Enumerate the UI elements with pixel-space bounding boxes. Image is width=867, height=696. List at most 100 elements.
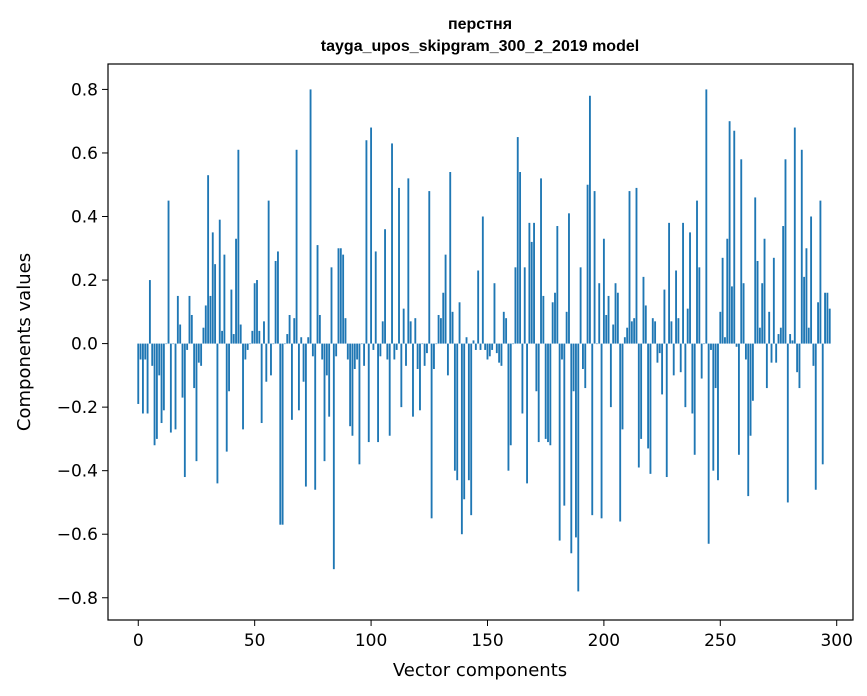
y-tick-label: 0.0 (71, 335, 98, 355)
bar-296 (826, 292, 829, 344)
y-axis-label: Components values (14, 253, 35, 431)
bar-18 (179, 324, 182, 344)
bar-180 (556, 226, 559, 344)
bar-13 (167, 200, 170, 344)
chart-subtitle: tayga_upos_skipgram_300_2_2019 model (321, 38, 639, 55)
bar-128 (435, 343, 438, 345)
bar-96 (360, 343, 363, 345)
bar-266 (756, 260, 759, 344)
bar-194 (588, 95, 591, 344)
bar-20 (183, 343, 186, 478)
bar-123 (423, 343, 426, 366)
bar-286 (803, 276, 806, 344)
bar-284 (798, 343, 801, 389)
bar-250 (719, 311, 722, 344)
bar-98 (365, 140, 368, 344)
bar-193 (586, 184, 589, 344)
bar-92 (351, 343, 354, 436)
bar-198 (598, 283, 601, 344)
bar-175 (544, 343, 547, 439)
bar-241 (698, 267, 701, 344)
bar-173 (540, 178, 542, 344)
bar-244 (705, 89, 708, 344)
bar-59 (274, 260, 277, 344)
bar-186 (570, 343, 573, 554)
bar-273 (772, 257, 775, 344)
x-tick-label: 50 (244, 631, 266, 651)
bar-48 (249, 343, 251, 345)
bar-111 (395, 343, 398, 350)
bar-101 (372, 343, 375, 350)
bar-183 (563, 343, 566, 506)
bar-86 (337, 248, 340, 344)
bar-164 (519, 172, 522, 344)
bar-115 (405, 343, 407, 366)
bar-271 (768, 311, 771, 344)
bar-255 (731, 286, 733, 344)
bar-87 (339, 248, 342, 344)
bar-70 (300, 337, 303, 344)
bar-117 (409, 321, 412, 344)
bar-184 (565, 311, 568, 344)
bar-29 (204, 305, 207, 344)
bar-82 (328, 343, 331, 417)
chart-title: перстня (448, 16, 512, 33)
bar-294 (821, 343, 824, 465)
bar-204 (612, 324, 615, 344)
bar-258 (737, 343, 740, 455)
bar-144 (472, 340, 475, 344)
y-tick-label: −0.8 (57, 589, 98, 609)
bar-67 (293, 318, 296, 344)
bar-265 (754, 197, 757, 344)
bar-61 (279, 343, 282, 525)
bar-14 (169, 343, 172, 433)
bar-104 (379, 343, 382, 357)
bar-153 (493, 283, 496, 344)
bar-37 (223, 254, 226, 344)
bar-53 (260, 343, 263, 424)
bar-55 (265, 343, 268, 382)
bar-93 (353, 343, 356, 370)
bar-243 (703, 343, 705, 345)
bar-224 (658, 343, 661, 354)
bar-21 (186, 343, 189, 350)
bar-200 (602, 238, 605, 344)
bar-235 (684, 343, 687, 408)
bar-202 (607, 295, 610, 344)
plot-frame (107, 63, 854, 621)
bar-282 (793, 127, 796, 344)
bar-2 (141, 343, 144, 414)
bar-39 (228, 343, 230, 392)
bar-192 (584, 343, 587, 389)
bar-211 (628, 191, 631, 344)
bar-179 (554, 292, 556, 344)
bar-6 (151, 343, 154, 366)
bar-272 (770, 343, 773, 363)
bar-188 (575, 343, 577, 538)
bar-142 (467, 343, 470, 481)
bar-158 (505, 318, 508, 344)
bar-7 (153, 343, 156, 446)
bar-155 (498, 343, 501, 363)
bar-137 (456, 343, 459, 481)
bar-49 (251, 330, 254, 344)
bar-219 (647, 343, 650, 449)
bar-24 (193, 343, 196, 389)
bar-257 (735, 343, 738, 347)
bar-181 (558, 343, 561, 541)
bar-112 (398, 187, 400, 344)
bar-212 (630, 321, 633, 344)
bar-251 (721, 257, 724, 344)
bar-239 (693, 343, 696, 455)
bar-276 (779, 327, 782, 344)
bar-0 (137, 343, 140, 404)
bar-246 (710, 343, 712, 350)
bar-297 (828, 308, 831, 344)
bar-12 (165, 343, 168, 345)
bar-283 (796, 343, 799, 373)
bar-127 (433, 343, 435, 370)
bar-54 (263, 321, 265, 344)
bar-139 (460, 343, 463, 535)
bar-28 (202, 327, 205, 344)
